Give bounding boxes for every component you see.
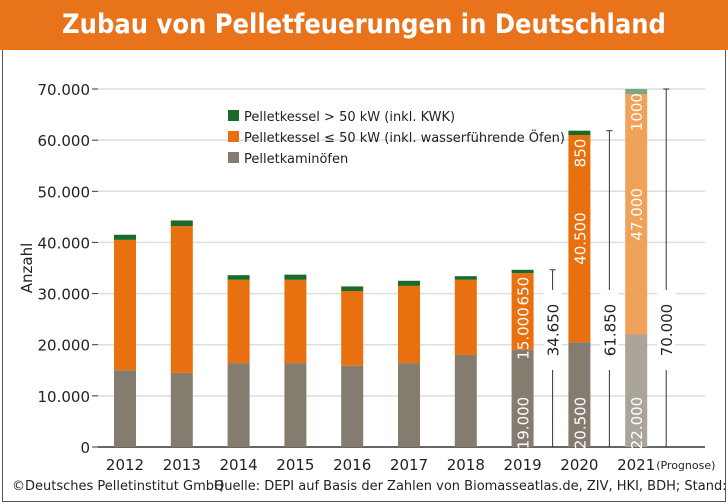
bar-segment (568, 130, 591, 136)
bar-segment (625, 334, 648, 447)
total-label: 61.850 (601, 304, 619, 357)
bar-segment (454, 276, 477, 280)
bar-segment (398, 363, 420, 447)
x-tick-label: 2016 (333, 456, 371, 474)
bar-segment (511, 269, 534, 274)
bar-segment (227, 275, 250, 280)
bar-segment (284, 279, 307, 364)
x-tick-label: 2020 (560, 456, 598, 474)
data-label: 15.000 (515, 307, 533, 360)
data-label: 19.000 (515, 397, 533, 450)
chart-title: Zubau von Pelletfeuerungen in Deutschlan… (0, 0, 728, 50)
bar-segment (568, 135, 591, 343)
x-tick-label: 2012 (106, 456, 144, 474)
bar-segment (341, 365, 364, 447)
source-note: Quelle: DEPI auf Basis der Zahlen von Bi… (214, 479, 728, 494)
bar-segment (568, 342, 591, 447)
bar-segment (511, 349, 534, 447)
legend-swatch (228, 152, 239, 163)
bar-segment (511, 273, 534, 350)
x-tick-label: 2021 (617, 456, 655, 474)
y-axis-label: Anzahl (18, 243, 36, 294)
data-label: 1000 (628, 93, 646, 131)
x-tick-label: 2013 (163, 456, 201, 474)
y-tick-label: 50.000 (38, 183, 91, 201)
bar-segment (284, 274, 307, 280)
bar-segment (227, 279, 250, 364)
bar-segment (170, 226, 193, 373)
total-label: 34.650 (545, 304, 563, 357)
chart-frame (2, 50, 726, 502)
total-label-bg (600, 290, 619, 370)
x-tick-label: 2017 (390, 456, 428, 474)
bar-segment (454, 354, 477, 447)
legend-swatch (228, 131, 239, 142)
y-tick-label: 30.000 (38, 286, 91, 304)
bar-segment (625, 89, 648, 95)
y-tick-label: 40.000 (38, 234, 91, 252)
bar-segment (170, 372, 193, 447)
data-label: 40.500 (571, 212, 589, 264)
x-tick-note: (Prognose) (656, 459, 715, 472)
y-tick-label: 10.000 (38, 388, 91, 406)
bar-segment (341, 291, 364, 366)
legend-label: Pelletkaminöfen (244, 152, 348, 167)
data-label: 20.500 (571, 397, 589, 450)
x-tick-label: 2014 (220, 456, 258, 474)
bar-segment (454, 279, 477, 355)
bar-segment (114, 234, 136, 240)
data-label: 850 (571, 139, 589, 168)
legend-swatch (228, 110, 239, 121)
total-label-bg (543, 290, 562, 370)
data-label: 650 (515, 277, 533, 306)
legend-label: Pelletkessel > 50 kW (inkl. KWK) (244, 110, 455, 125)
data-label: 47.000 (628, 188, 646, 241)
x-tick-label: 2018 (447, 456, 485, 474)
y-tick-label: 0 (80, 439, 90, 457)
total-label: 70.000 (658, 304, 676, 357)
bar-segment (284, 363, 307, 447)
bar-segment (398, 285, 420, 364)
y-tick-label: 60.000 (38, 132, 91, 150)
data-label: 22.000 (628, 397, 646, 450)
total-label-bg (657, 290, 676, 370)
y-tick-label: 20.000 (38, 337, 91, 355)
x-tick-label: 2015 (276, 456, 314, 474)
y-tick-label: 70.000 (38, 81, 91, 99)
x-tick-label: 2019 (504, 456, 542, 474)
bar-segment (114, 239, 136, 371)
bar-segment (625, 94, 648, 335)
bar-segment (398, 280, 420, 286)
copyright: ©Deutsches Pelletinstitut GmbH (12, 479, 224, 494)
bar-segment (341, 286, 364, 292)
legend-label: Pelletkessel ≤ 50 kW (inkl. wasserführen… (244, 129, 565, 146)
bar-segment (227, 363, 250, 447)
bar-segment (170, 220, 193, 227)
bar-segment (114, 370, 136, 447)
